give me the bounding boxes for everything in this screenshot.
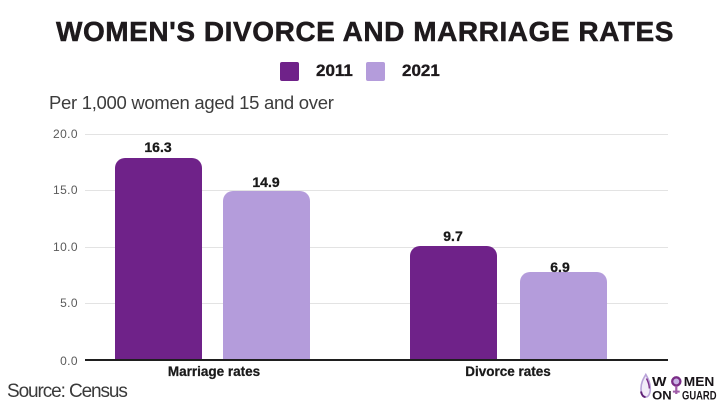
svg-text:W: W (652, 375, 667, 389)
svg-text:GUARD: GUARD (682, 391, 717, 403)
svg-text:MEN: MEN (684, 375, 715, 389)
svg-text:ON: ON (652, 391, 672, 403)
